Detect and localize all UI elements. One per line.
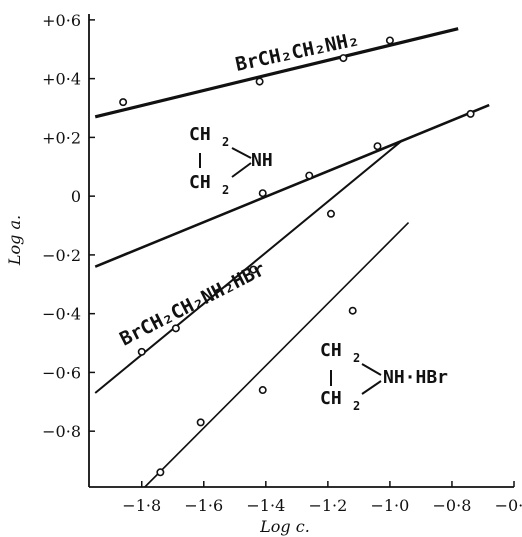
x-tick-label: −1·2 [308, 496, 347, 515]
annotation-bromoethylamine-hbr-formula: BrCH₂CH₂NH₂HBr [116, 258, 269, 350]
data-points [119, 36, 475, 477]
y-tick-label: −0·6 [42, 363, 81, 382]
data-point-series-1 [385, 36, 394, 45]
ring-ch2-top: CH [189, 124, 211, 145]
data-point-series-2 [305, 171, 314, 180]
data-point-series-4 [348, 306, 357, 315]
data-point-series-1 [119, 98, 128, 107]
x-tick-label: −0·6 [495, 496, 522, 515]
data-point-series-2 [373, 142, 382, 151]
tick-labels: −1·8 −1·6 −1·4 −1·2 −1·0 −0·8 −0·6 +0·6 +0·4 +0·2… [42, 11, 522, 515]
salt-nh-hbr: NH·HBr [383, 367, 448, 388]
y-tick-label: −0·8 [42, 422, 81, 441]
fit-line-4 [144, 222, 410, 488]
y-tick-label: −0·2 [42, 246, 81, 265]
data-point-series-2 [258, 189, 267, 198]
y-tick-label: +0·2 [42, 128, 81, 147]
salt-ch2-top: CH [320, 340, 342, 361]
x-tick-label: −1·8 [122, 496, 161, 515]
data-point-series-1 [339, 54, 348, 63]
axes [88, 14, 514, 488]
x-tick-label: −1·0 [370, 496, 409, 515]
data-point-series-3 [137, 347, 146, 356]
ring-ch2-bottom: CH [189, 172, 211, 193]
salt-bond-lower [361, 380, 382, 395]
data-point-series-3 [249, 265, 258, 274]
fit-lines [94, 27, 490, 488]
y-axis-title: Log a. [5, 215, 24, 266]
fit-line-2 [94, 103, 490, 268]
ring-ch2-bottom-sub: 2 [222, 183, 229, 197]
annotation-bromoethylamine-hbr: BrCH₂CH₂NH₂HBr [116, 258, 269, 350]
annotation-ethyleneimine: CH 2 CH 2 NH [189, 124, 273, 197]
data-point-series-4 [196, 418, 205, 427]
annotation-ethyleneimine-hbr: CH 2 CH 2 NH·HBr [320, 340, 448, 413]
y-tick-label: +0·4 [42, 70, 81, 89]
salt-ch2-bottom-sub: 2 [353, 399, 360, 413]
y-tick-label: 0 [71, 187, 81, 206]
x-tick-label: −0·8 [433, 496, 472, 515]
salt-bond-upper [361, 363, 382, 376]
data-point-series-4 [156, 468, 165, 477]
ring-ch2-top-sub: 2 [222, 135, 229, 149]
fit-line-3 [94, 139, 403, 394]
fit-line-1 [94, 27, 459, 119]
x-axis-title: Log c. [259, 517, 310, 536]
x-tick-label: −1·4 [246, 496, 285, 515]
salt-ch2-top-sub: 2 [353, 351, 360, 365]
data-point-series-1 [255, 77, 264, 86]
salt-ch2-bottom: CH [320, 388, 342, 409]
ring-bond-upper [231, 147, 252, 159]
x-tick-label: −1·6 [184, 496, 223, 515]
data-point-series-3 [326, 209, 335, 218]
y-tick-label: +0·6 [42, 11, 81, 30]
ring-nh: NH [251, 150, 273, 171]
data-point-series-3 [171, 324, 180, 333]
y-tick-label: −0·4 [42, 305, 81, 324]
ring-bond-lower [231, 162, 252, 178]
data-point-series-2 [466, 109, 475, 118]
data-point-series-4 [258, 386, 267, 395]
